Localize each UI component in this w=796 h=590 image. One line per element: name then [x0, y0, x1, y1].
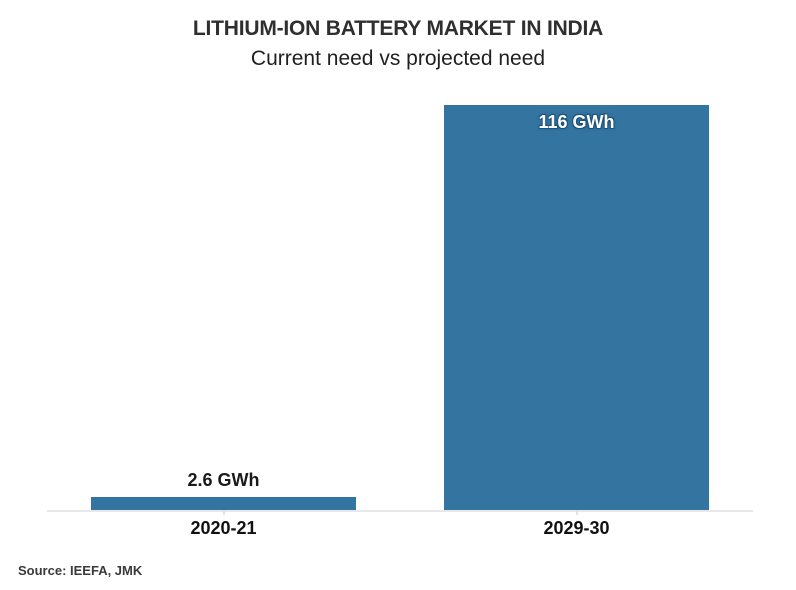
x-axis-line [47, 510, 753, 512]
plot-area: 2.6 GWh 2020-21 116 GWh 2029-30 [47, 105, 753, 538]
chart-subtitle: Current need vs projected need [250, 47, 546, 70]
source-note: Source: IEEFA, JMK [18, 563, 143, 578]
bar-2020-21: 2.6 GWh [91, 470, 356, 510]
x-axis-label: 2029-30 [543, 518, 610, 538]
x-axis-label: 2020-21 [190, 518, 257, 538]
chart-title: LITHIUM-ION BATTERY MARKET IN INDIA [192, 17, 604, 40]
value-label: 2.6 GWh [187, 470, 260, 490]
bar-group: 116 GWh 2029-30 [400, 105, 753, 538]
bar-group: 2.6 GWh 2020-21 [47, 105, 400, 538]
axis-tick [575, 510, 578, 515]
axis-tick [222, 510, 225, 515]
value-label: 116 GWh [538, 112, 615, 132]
bar-2029-30: 116 GWh [444, 105, 709, 510]
